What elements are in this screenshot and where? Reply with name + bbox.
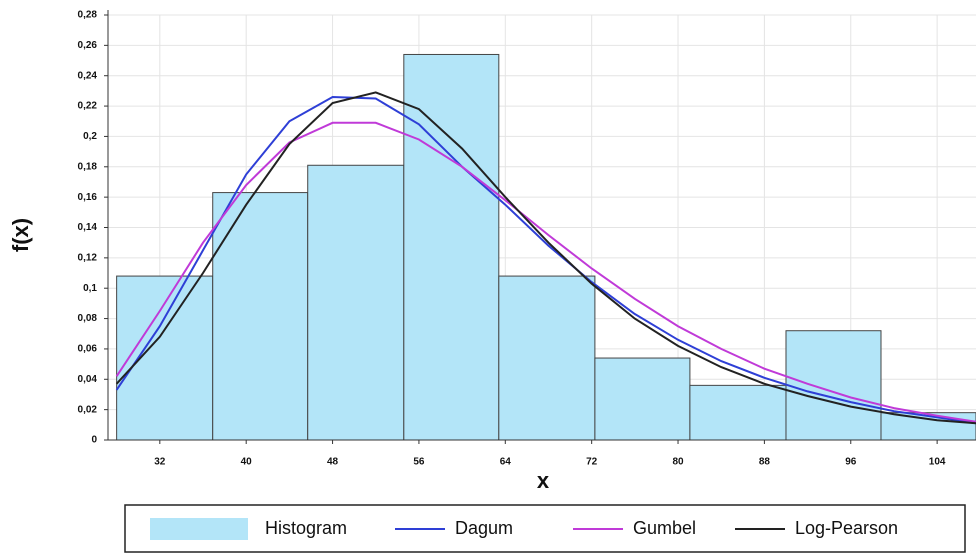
histogram-bar	[212, 192, 309, 441]
y-tick-label: 0,22	[78, 101, 98, 112]
x-axis-label: x	[537, 468, 550, 493]
legend-swatch	[150, 518, 248, 540]
legend-label: Dagum	[455, 518, 513, 538]
y-tick-label: 0,18	[78, 161, 98, 172]
x-tick-label: 104	[929, 457, 946, 468]
histogram-bar	[785, 330, 882, 441]
y-tick-label: 0,08	[78, 313, 98, 324]
histogram-bar	[116, 275, 214, 441]
x-tick-label: 88	[759, 457, 771, 468]
histogram-bar	[689, 384, 787, 441]
y-tick-label: 0,26	[78, 40, 98, 51]
histogram-bar	[594, 357, 691, 441]
x-tick-label: 64	[500, 457, 512, 468]
density-curve	[115, 121, 976, 423]
x-tick-label: 40	[241, 457, 253, 468]
y-tick-label: 0,2	[83, 131, 97, 142]
density-curve	[115, 95, 976, 425]
y-tick-label: 0	[91, 435, 97, 446]
y-tick-label: 0,14	[78, 222, 98, 233]
x-tick-label: 96	[845, 457, 857, 468]
x-tick-label: 48	[327, 457, 339, 468]
density-curve	[115, 91, 976, 425]
y-axis-label: f(x)	[8, 218, 33, 252]
x-tick-label: 72	[586, 457, 598, 468]
y-tick-label: 0,24	[78, 70, 98, 81]
histogram-bar	[403, 53, 500, 441]
histogram-bar	[880, 412, 976, 441]
y-tick-label: 0,04	[78, 374, 98, 385]
legend	[124, 504, 966, 553]
y-tick-label: 0,28	[78, 10, 98, 21]
y-tick-label: 0,1	[83, 283, 97, 294]
legend-label: Gumbel	[633, 518, 696, 538]
histogram-bar	[307, 164, 405, 441]
x-tick-label: 56	[413, 457, 425, 468]
histogram-bar	[498, 275, 596, 441]
legend-label: Log-Pearson	[795, 518, 898, 538]
y-tick-label: 0,02	[78, 404, 98, 415]
x-tick-label: 32	[154, 457, 166, 468]
x-tick-label: 80	[672, 457, 684, 468]
y-tick-label: 0,06	[78, 344, 98, 355]
y-tick-label: 0,12	[78, 252, 98, 263]
y-tick-label: 0,16	[78, 192, 98, 203]
legend-label: Histogram	[265, 518, 347, 538]
